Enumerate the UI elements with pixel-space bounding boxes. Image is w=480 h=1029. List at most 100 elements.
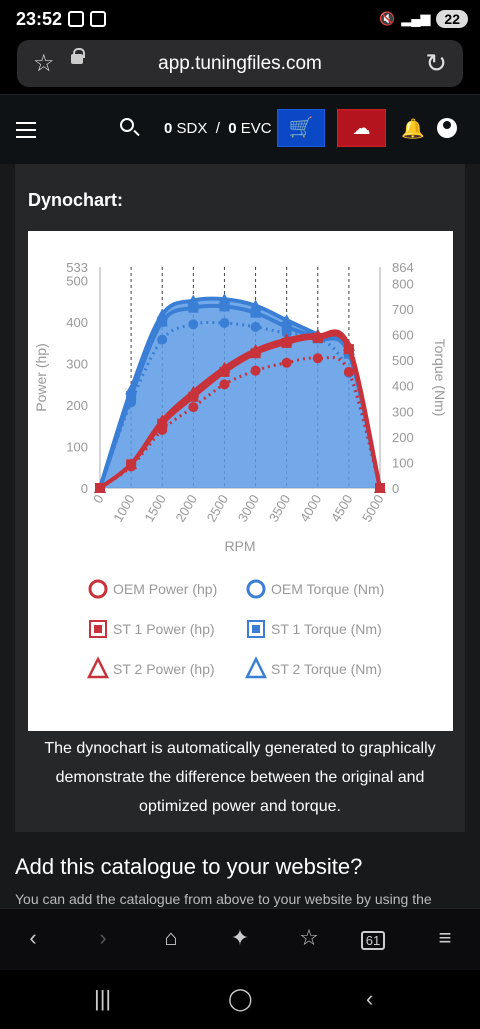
data-point	[187, 294, 200, 306]
y2-axis-title: Torque (Nm)	[432, 339, 448, 417]
upload-button[interactable]: ☁	[337, 109, 386, 147]
y-tick-label: 400	[66, 315, 88, 330]
search-icon[interactable]	[120, 118, 134, 132]
series-line	[98, 320, 382, 489]
x-tick-label: 4500	[328, 492, 355, 525]
legend-item: ST 2 Torque (Nm)	[244, 656, 382, 679]
data-point	[281, 321, 292, 332]
browser-bottom-bar: ‹ › ⌂ ✦ ☆ 61 ≡	[0, 908, 480, 970]
legend-label: OEM Power (hp)	[113, 581, 217, 597]
legend-marker	[244, 656, 268, 679]
back-nav-icon[interactable]: ‹	[366, 986, 374, 1011]
recents-icon[interactable]: |||	[94, 986, 112, 1011]
browser-menu-icon[interactable]: ≡	[438, 925, 452, 950]
y2-tick-label: 200	[392, 430, 414, 445]
notes-icon	[90, 11, 106, 27]
x-tick-label: 1500	[141, 492, 168, 525]
tabs-icon[interactable]: 61	[361, 931, 385, 950]
bookmark-star-icon[interactable]: ☆	[33, 50, 55, 77]
ai-sparkle-icon[interactable]: ✦	[230, 925, 250, 950]
data-point	[249, 343, 262, 355]
address-bar[interactable]: ☆ app.tuningfiles.com ↻	[17, 40, 463, 87]
bookmarks-icon[interactable]: ☆	[299, 925, 319, 950]
status-right: 🔇 ▂▄▆ 22	[379, 10, 468, 28]
menu-icon[interactable]	[16, 122, 36, 143]
data-point	[126, 390, 137, 401]
data-point	[342, 339, 355, 351]
data-point	[157, 316, 168, 327]
back-icon[interactable]: ‹	[29, 925, 37, 950]
y-tick-label: 200	[66, 398, 88, 413]
chart-caption: The dynochart is automatically generated…	[44, 740, 436, 815]
data-point	[280, 314, 293, 326]
legend-marker	[89, 620, 107, 638]
data-point	[343, 366, 354, 377]
data-point	[125, 457, 138, 469]
legend-label: OEM Torque (Nm)	[271, 581, 384, 597]
mute-icon: 🔇	[379, 11, 396, 26]
legend-marker-inner	[94, 625, 102, 633]
legend-marker	[246, 579, 266, 599]
data-point	[188, 402, 199, 413]
page-content: Dynochart: 0 100 200 300 400 500 533 0 100 200 300…	[0, 164, 480, 908]
account-icon[interactable]	[437, 118, 457, 138]
data-point	[250, 365, 261, 376]
y2-tick-label: 400	[392, 379, 414, 394]
y-tick-label: 533	[66, 260, 88, 275]
y-tick-label: 100	[66, 440, 88, 455]
cart-button[interactable]: 🛒	[277, 109, 325, 147]
data-point	[156, 308, 169, 320]
status-time: 23:52	[16, 9, 63, 29]
status-bar: 23:52 🔇 ▂▄▆ 22	[0, 0, 480, 40]
data-point	[156, 414, 169, 426]
reload-icon[interactable]: ↻	[425, 48, 447, 78]
x-tick-label: 2000	[172, 492, 199, 525]
legend-marker	[247, 620, 265, 638]
url-text[interactable]: app.tuningfiles.com	[158, 53, 322, 74]
screenshot-icon	[68, 11, 84, 27]
sdx-balance: 0	[164, 120, 173, 137]
sdx-unit: SDX	[176, 120, 208, 137]
home-nav-icon[interactable]: ◯	[228, 986, 253, 1011]
data-point	[188, 319, 199, 330]
legend-marker-inner	[252, 625, 260, 633]
legend-label: ST 2 Torque (Nm)	[271, 661, 382, 677]
lock-icon[interactable]	[71, 48, 85, 64]
dynochart: 0100200300400500533010020030040050060070…	[33, 260, 448, 679]
y2-tick-label: 600	[392, 328, 414, 343]
legend-item: ST 2 Power (hp)	[86, 656, 215, 679]
data-point	[219, 379, 230, 390]
legend-marker	[86, 656, 110, 679]
status-notification-icons	[68, 11, 106, 27]
y2-tick-label: 700	[392, 302, 414, 317]
data-point	[374, 482, 386, 493]
cloud-upload-icon: ☁	[352, 118, 371, 138]
forward-icon[interactable]: ›	[99, 925, 107, 950]
x-tick-label: 5000	[359, 492, 386, 525]
data-point	[219, 301, 230, 312]
data-point	[280, 333, 293, 345]
y2-tick-label: 300	[392, 404, 414, 419]
legend-item: ST 1 Torque (Nm)	[247, 620, 382, 638]
y2-tick-label: 800	[392, 276, 414, 291]
y-tick-label: 500	[66, 274, 88, 289]
legend-item: OEM Power (hp)	[88, 579, 217, 599]
card-title: Dynochart:	[28, 190, 124, 210]
data-point	[218, 361, 231, 373]
data-point	[218, 293, 231, 305]
data-point	[250, 321, 261, 332]
home-icon[interactable]: ⌂	[164, 925, 178, 950]
y-tick-label: 300	[66, 357, 88, 372]
x-tick-label: 3000	[235, 492, 262, 525]
system-nav-bar: ||| ◯ ‹	[0, 970, 480, 1029]
bell-icon[interactable]: 🔔	[401, 119, 425, 140]
x-tick-label: 4000	[297, 492, 324, 525]
x-tick-label: 1000	[110, 492, 137, 525]
evc-unit: EVC	[240, 120, 272, 137]
data-point	[312, 353, 323, 364]
section-title: Add this catalogue to your website?	[15, 854, 363, 879]
legend-label: ST 1 Power (hp)	[113, 621, 215, 637]
data-point	[250, 307, 261, 318]
evc-balance: 0	[228, 120, 237, 137]
y2-tick-label: 0	[392, 481, 399, 496]
